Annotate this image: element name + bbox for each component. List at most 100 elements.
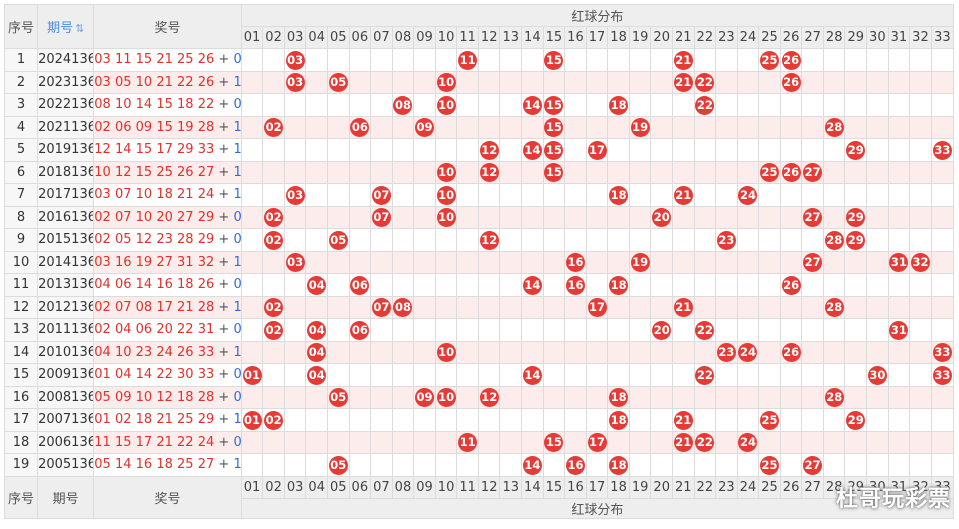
dist-cell-31: 31 bbox=[887, 318, 911, 342]
header-col-17: 17 bbox=[585, 26, 609, 49]
footer-col-25: 25 bbox=[758, 475, 781, 499]
dist-cell-24 bbox=[736, 453, 760, 477]
red-number: 05 bbox=[94, 457, 111, 473]
dist-cell-13 bbox=[499, 160, 523, 184]
dist-cell-03 bbox=[283, 363, 307, 387]
dist-cell-06 bbox=[348, 160, 372, 184]
dist-cell-27 bbox=[801, 115, 824, 139]
dist-cell-06 bbox=[348, 138, 372, 162]
dist-cell-09 bbox=[413, 453, 436, 477]
dist-cell-08 bbox=[391, 340, 415, 364]
dist-cell-32 bbox=[909, 318, 932, 342]
dist-cell-18: 18 bbox=[607, 453, 630, 477]
dist-cell-02: 02 bbox=[262, 228, 285, 252]
red-ball: 25 bbox=[760, 50, 780, 70]
red-ball: 19 bbox=[630, 118, 650, 138]
red-number: 23 bbox=[135, 344, 153, 360]
footer-col-02: 02 bbox=[262, 475, 285, 499]
red-ball: 25 bbox=[760, 163, 780, 183]
dist-cell-25 bbox=[758, 228, 781, 252]
dist-cell-18 bbox=[607, 228, 630, 252]
dist-cell-16 bbox=[564, 138, 587, 162]
red-number: 15 bbox=[114, 434, 132, 450]
dist-cell-27 bbox=[801, 183, 824, 207]
red-ball: 31 bbox=[889, 253, 909, 273]
dist-cell-30 bbox=[866, 385, 889, 409]
dist-cell-11 bbox=[456, 340, 479, 364]
dist-cell-24 bbox=[736, 115, 760, 139]
dist-cell-23 bbox=[715, 295, 738, 319]
row-prize-numbers: 03 07 10 18 21 24 + 12 bbox=[93, 183, 242, 207]
red-ball: 26 bbox=[781, 163, 801, 183]
dist-cell-06 bbox=[348, 228, 372, 252]
red-ball: 03 bbox=[285, 50, 305, 70]
dist-cell-06 bbox=[348, 250, 372, 274]
dist-cell-09 bbox=[413, 273, 436, 297]
red-number: 15 bbox=[135, 52, 153, 68]
dist-cell-05 bbox=[326, 138, 350, 162]
dist-cell-25 bbox=[758, 363, 781, 387]
red-number: 11 bbox=[114, 52, 132, 68]
dist-cell-28 bbox=[822, 138, 846, 162]
dist-cell-06 bbox=[348, 430, 372, 454]
row-prize-numbers: 03 16 19 27 31 32 + 10 bbox=[93, 250, 242, 274]
dist-cell-08 bbox=[391, 115, 415, 139]
dist-cell-07 bbox=[370, 318, 393, 342]
red-ball: 18 bbox=[609, 185, 629, 205]
dist-cell-23 bbox=[715, 385, 738, 409]
dist-cell-18 bbox=[607, 250, 630, 274]
dist-cell-04: 04 bbox=[305, 340, 328, 364]
red-number: 20 bbox=[156, 209, 173, 225]
footer-col-09: 09 bbox=[413, 475, 436, 499]
red-ball: 15 bbox=[544, 118, 564, 138]
dist-cell-20 bbox=[650, 160, 673, 184]
blue-number: 16 bbox=[233, 119, 242, 135]
red-ball: 21 bbox=[673, 185, 693, 205]
footer-prize: 奖号 bbox=[93, 475, 242, 519]
red-number: 10 bbox=[135, 187, 153, 203]
dist-cell-07 bbox=[370, 430, 393, 454]
header-col-21: 21 bbox=[671, 26, 695, 49]
dist-cell-32 bbox=[909, 160, 932, 184]
dist-cell-25 bbox=[758, 318, 781, 342]
red-number: 12 bbox=[94, 142, 111, 158]
red-ball: 17 bbox=[587, 433, 607, 453]
header-issue-label: 期号 bbox=[47, 21, 74, 36]
footer-number-row: 序号 期号 奖号 01 02 03 04 05 06 07 08 09 10 11 12 13 14 15 1… bbox=[3, 475, 955, 519]
dist-cell-30 bbox=[866, 70, 889, 94]
red-number: 03 bbox=[94, 187, 111, 203]
footer-col-06: 06 bbox=[348, 475, 372, 499]
dist-cell-20 bbox=[650, 48, 673, 72]
dist-cell-04: 04 bbox=[305, 273, 328, 297]
dist-cell-31 bbox=[887, 430, 911, 454]
dist-cell-18 bbox=[607, 295, 630, 319]
dist-cell-12 bbox=[477, 183, 501, 207]
dist-cell-32 bbox=[909, 183, 932, 207]
red-number: 14 bbox=[114, 142, 132, 158]
header-number-row: 01 02 03 04 05 06 07 08 09 10 11 12 13 14 15 16 17 18 19 20… bbox=[5, 26, 955, 49]
red-ball: 27 bbox=[803, 253, 823, 273]
dist-cell-08 bbox=[391, 430, 415, 454]
dist-cell-25: 25 bbox=[758, 408, 781, 432]
footer-col-22: 22 bbox=[693, 475, 717, 499]
footer-col-20: 20 bbox=[650, 475, 673, 499]
dist-cell-33 bbox=[930, 228, 955, 252]
header-col-15: 15 bbox=[542, 26, 566, 49]
red-ball: 02 bbox=[264, 298, 284, 318]
sort-icon[interactable]: ⇅ bbox=[75, 22, 85, 35]
dist-cell-27 bbox=[801, 363, 824, 387]
red-ball: 20 bbox=[652, 320, 672, 340]
dist-cell-06 bbox=[348, 453, 372, 477]
header-issue-sort[interactable]: 期号 ⇅ bbox=[37, 4, 95, 49]
dist-cell-29 bbox=[844, 160, 868, 184]
dist-cell-16 bbox=[564, 363, 587, 387]
dist-cell-03 bbox=[283, 273, 307, 297]
dist-cell-09 bbox=[413, 205, 436, 229]
dist-cell-19: 19 bbox=[628, 250, 652, 274]
dist-cell-29: 29 bbox=[844, 228, 868, 252]
dist-cell-12 bbox=[477, 408, 501, 432]
dist-cell-32 bbox=[909, 295, 932, 319]
dist-cell-23 bbox=[715, 430, 738, 454]
